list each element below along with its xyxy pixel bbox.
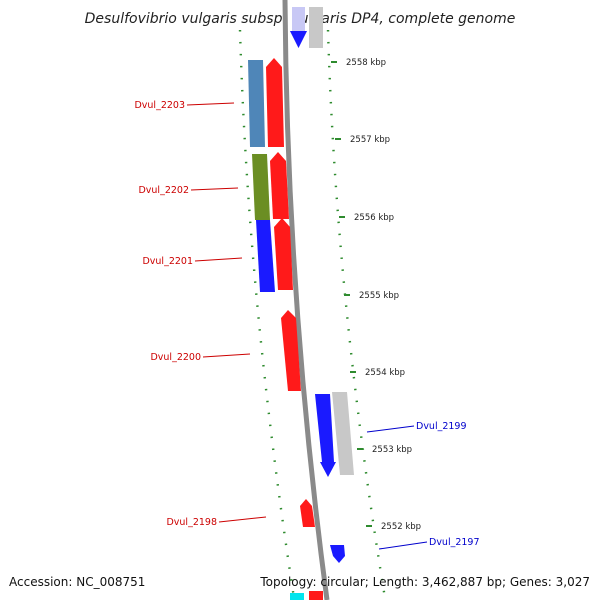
cds-dvul-2203-steelblue xyxy=(248,60,265,147)
gene-label-dvul-2198[interactable]: Dvul_2198 xyxy=(166,517,217,528)
tick-label: 2555 kbp xyxy=(359,291,399,301)
cds-top-gray xyxy=(309,7,323,48)
gene-label-dvul-2200[interactable]: Dvul_2200 xyxy=(150,352,201,363)
cds-dvul-2201-blue xyxy=(256,220,275,292)
tick-label: 2556 kbp xyxy=(354,213,394,223)
label-leader xyxy=(190,187,239,191)
cds-bottom-cyan xyxy=(290,593,304,600)
cds-dvul-2199-gray xyxy=(332,392,354,475)
cds-dvul-2199-blue xyxy=(315,394,336,477)
cds-dvul-2200-red xyxy=(281,310,301,391)
genome-summary-text: Topology: circular; Length: 3,462,887 bp… xyxy=(259,575,590,589)
cds-dvul-2198-red xyxy=(300,499,315,527)
label-leader xyxy=(202,353,251,358)
gene-label-dvul-2202[interactable]: Dvul_2202 xyxy=(138,185,189,196)
gene-label-dvul-2201[interactable]: Dvul_2201 xyxy=(142,256,193,267)
label-leader xyxy=(366,425,415,433)
tick-label: 2557 kbp xyxy=(350,135,390,145)
cds-dvul-2201-red xyxy=(274,218,293,290)
tick-label: 2552 kbp xyxy=(381,522,421,532)
scale-ticks: 2558 kbp 2557 kbp 2556 kbp 2555 kbp 2554… xyxy=(331,58,421,532)
cds-dvul-2202-olive xyxy=(252,154,270,220)
label-leader xyxy=(186,102,235,106)
label-leader xyxy=(378,541,428,550)
gene-label-dvul-2203[interactable]: Dvul_2203 xyxy=(134,100,185,111)
cds-bottom-red xyxy=(309,591,323,600)
label-leader xyxy=(194,257,243,262)
gene-label-dvul-2197[interactable]: Dvul_2197 xyxy=(429,537,480,548)
label-leader xyxy=(218,516,267,523)
gene-labels: Dvul_2203 Dvul_2202 Dvul_2201 Dvul_2200 … xyxy=(134,100,480,550)
cds-dvul-2197-blue xyxy=(330,545,345,563)
tick-label: 2553 kbp xyxy=(372,445,412,455)
tick-label: 2558 kbp xyxy=(346,58,386,68)
genome-backbone xyxy=(282,0,330,600)
cds-dvul-2202-red xyxy=(270,152,289,219)
accession-text: Accession: NC_008751 xyxy=(9,575,145,589)
cds-features xyxy=(248,7,354,600)
outer-ring-right xyxy=(326,29,387,599)
gene-label-dvul-2199[interactable]: Dvul_2199 xyxy=(416,421,467,432)
cds-top-blue xyxy=(290,31,307,48)
cds-dvul-2203-red xyxy=(266,58,284,147)
tick-label: 2554 kbp xyxy=(365,368,405,378)
